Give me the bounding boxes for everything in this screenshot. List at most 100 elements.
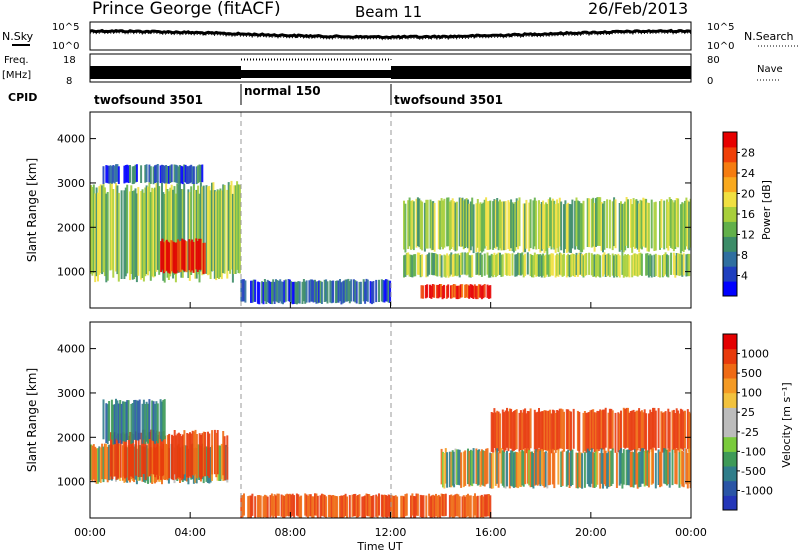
heatmap-cell xyxy=(604,254,607,277)
heatmap-cell xyxy=(266,496,269,518)
heatmap-cell xyxy=(684,200,686,250)
heatmap-cell xyxy=(336,280,339,303)
heatmap-cell xyxy=(508,202,511,251)
heatmap-cell xyxy=(158,186,161,275)
heatmap-cell xyxy=(173,186,176,275)
heatmap-cell xyxy=(653,254,656,277)
heatmap-cell xyxy=(639,199,642,249)
heatmap-cell xyxy=(632,409,635,450)
heatmap-cell xyxy=(133,400,136,440)
heatmap-cell xyxy=(298,281,301,304)
heatmap-cell xyxy=(323,279,326,302)
heatmap-cell xyxy=(144,435,147,480)
heatmap-cell xyxy=(479,284,482,298)
heatmap-cell xyxy=(462,200,465,250)
heatmap-cell xyxy=(297,494,300,517)
heatmap-cell xyxy=(643,198,646,248)
heatmap-cell xyxy=(188,239,191,271)
heatmap-cell xyxy=(272,279,275,302)
heatmap-cell xyxy=(526,448,529,484)
heatmap-cell xyxy=(192,241,195,273)
heatmap-cell xyxy=(191,166,194,184)
heatmap-cell xyxy=(578,201,581,250)
heatmap-cell xyxy=(497,411,500,452)
heatmap-cell xyxy=(485,448,488,485)
heatmap-cell xyxy=(105,193,108,283)
heatmap-cell xyxy=(472,495,475,518)
colorbar-tick-label: 16 xyxy=(741,208,755,221)
heatmap-cell xyxy=(564,200,567,250)
heatmap-cell xyxy=(277,493,280,516)
heatmap-cell xyxy=(275,495,277,518)
heatmap-cell xyxy=(576,254,579,277)
y-tick-label: 1000 xyxy=(57,476,85,489)
heatmap-cell xyxy=(117,166,120,184)
heatmap-cell xyxy=(101,185,104,275)
heatmap-cell xyxy=(174,164,177,183)
heatmap-cell xyxy=(544,254,547,277)
heatmap-cell xyxy=(533,252,536,275)
heatmap-cell xyxy=(350,279,353,302)
colorbar-swatch xyxy=(723,132,737,148)
heatmap-cell xyxy=(585,253,588,276)
heatmap-cell xyxy=(451,285,454,299)
heatmap-cell xyxy=(389,495,392,518)
heatmap-cell xyxy=(165,182,168,271)
heatmap-cell xyxy=(599,409,602,450)
colorbar-tick-label: 24 xyxy=(741,167,755,180)
heatmap-cell xyxy=(166,435,169,480)
heatmap-cell xyxy=(412,254,415,277)
heatmap-cell xyxy=(438,284,441,298)
heatmap-cell xyxy=(681,202,684,251)
heatmap-cell xyxy=(439,496,442,518)
heatmap-cell xyxy=(369,281,372,304)
power-colorbar: 4 8 12 16 20 24 28 xyxy=(722,131,755,297)
heatmap-cell xyxy=(496,448,499,484)
heatmap-cell xyxy=(205,185,208,274)
heatmap-cell xyxy=(197,185,200,275)
heatmap-cell xyxy=(329,494,332,518)
heatmap-cell xyxy=(92,184,95,274)
heatmap-cell xyxy=(162,431,165,476)
heatmap-cell xyxy=(480,449,483,485)
heatmap-cell xyxy=(593,254,596,277)
heatmap-cell xyxy=(177,432,180,477)
heatmap-cell xyxy=(393,495,396,518)
heatmap-cell xyxy=(661,255,664,278)
heatmap-cell xyxy=(193,431,196,476)
heatmap-cell xyxy=(494,254,497,278)
power-y-label: Slant Range [km] xyxy=(25,158,39,262)
heatmap-cell xyxy=(177,166,180,185)
heatmap-cell xyxy=(504,410,507,451)
heatmap-cell xyxy=(485,197,488,247)
heatmap-cell xyxy=(433,495,436,518)
heatmap-cell xyxy=(339,496,341,518)
heatmap-cell xyxy=(176,433,179,478)
heatmap-cell xyxy=(403,496,405,518)
noise-panel: N.Sky N.Search 10^5 10^0 10^5 10^0 xyxy=(2,21,798,52)
heatmap-cell xyxy=(503,201,506,251)
heatmap-cell xyxy=(578,411,581,452)
heatmap-cell xyxy=(583,253,586,277)
heatmap-cell xyxy=(628,255,631,278)
heatmap-cell xyxy=(670,252,673,275)
heatmap-cell xyxy=(408,254,411,277)
heatmap-cell xyxy=(161,401,163,442)
heatmap-cell xyxy=(354,280,357,303)
heatmap-cell xyxy=(284,494,287,517)
heatmap-cell xyxy=(540,255,543,278)
nave-line xyxy=(240,58,392,61)
heatmap-cell xyxy=(632,198,635,247)
heatmap-cell xyxy=(186,166,188,184)
heatmap-cell xyxy=(106,165,109,184)
heatmap-cell xyxy=(181,238,184,270)
heatmap-cell xyxy=(581,203,584,253)
heatmap-cell xyxy=(668,411,671,452)
heatmap-cell xyxy=(490,453,493,489)
heatmap-cell xyxy=(426,199,429,249)
heatmap-cell xyxy=(677,198,680,248)
heatmap-cell xyxy=(528,449,531,486)
heatmap-cell xyxy=(686,409,689,449)
heatmap-cell xyxy=(682,253,685,276)
heatmap-cell xyxy=(208,433,211,478)
